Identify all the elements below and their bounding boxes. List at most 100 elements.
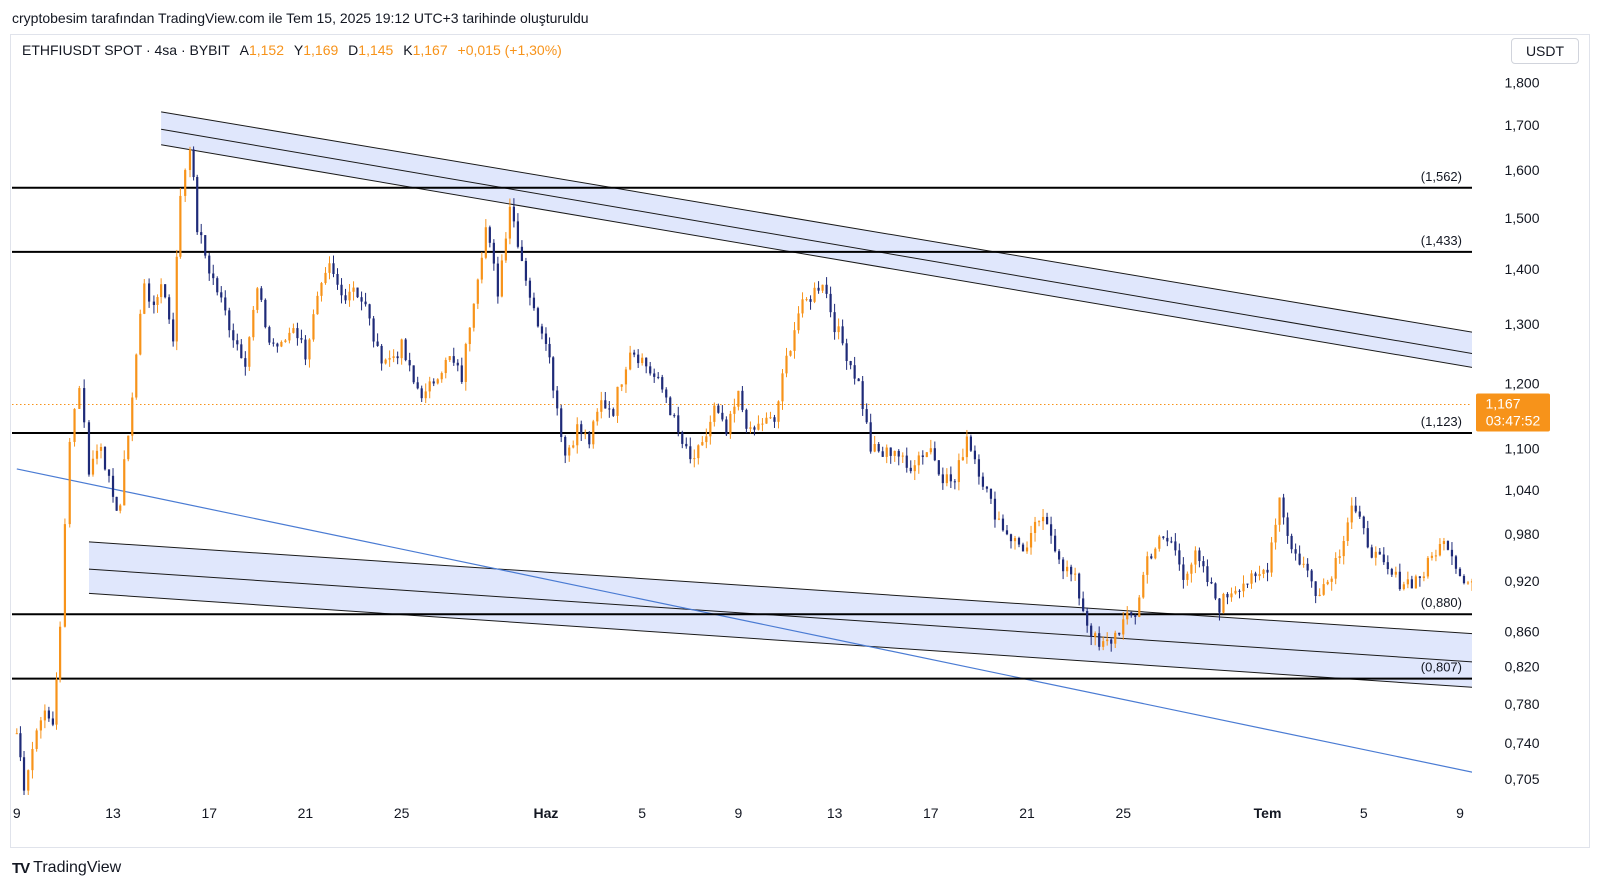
candle-body [1266,569,1269,573]
candle [665,387,668,404]
candle [1214,582,1217,601]
candle-body [164,284,167,298]
candle-body [400,339,403,359]
candle-body [1499,491,1501,511]
candle [336,268,339,290]
candle [103,446,107,471]
candle-body [849,361,852,366]
x-tick-label-3: 21 [298,805,314,821]
x-tick-label-5: Haz [534,805,559,821]
candle-body [777,401,780,422]
x-tick-label-8: 13 [827,805,843,821]
candle-body [933,448,936,461]
candle-body [564,436,567,456]
candle [845,338,848,370]
candle [1362,515,1365,535]
close-value: 1,167 [412,42,448,58]
symbol-legend[interactable]: ETHFIUSDT SPOT · 4sa · BYBIT A1,152 Y1,1… [22,42,562,58]
candle-body [1571,424,1573,435]
candle-body [452,356,455,363]
candle [308,338,311,368]
candle [997,511,1001,521]
candle [1302,556,1305,568]
candle [1370,544,1373,559]
level-label-3: (0,880) [1421,595,1462,610]
candle-body [817,287,820,291]
candle-body [1338,556,1341,558]
candle-body [765,417,768,424]
candle-body [19,733,22,758]
candle [604,391,607,409]
candle [35,728,38,752]
candle [528,277,532,306]
candle [420,385,423,403]
candle-body [637,354,640,364]
candle-body [1126,612,1129,620]
candle [208,252,211,281]
candle-body [1458,568,1462,577]
candle-body [476,279,479,304]
candle [1190,562,1193,583]
candle [444,357,447,379]
candle-body [877,444,880,452]
candle [216,276,219,296]
candle-body [27,770,30,791]
candle-body [432,381,435,384]
candle-body [604,400,607,409]
candle-body [909,467,912,472]
candle-body [1382,554,1385,563]
candle-body [697,445,700,459]
candle-body [1078,573,1081,599]
level-label-2: (1,123) [1421,414,1462,429]
candle [1158,534,1161,552]
candle [657,372,660,380]
candle [1350,497,1353,530]
candle-body [1202,561,1205,567]
candle-body [460,365,463,382]
candle-body [629,352,632,370]
candle-body [785,355,788,374]
candle-body [127,435,130,460]
candle-body [857,378,860,382]
candle-body [1470,581,1472,583]
candle-body [1190,564,1193,574]
candle-body [188,149,192,171]
candle [1575,422,1577,438]
currency-selector[interactable]: USDT [1511,38,1579,64]
candle [745,408,748,434]
candle [552,356,555,399]
candle-body [396,356,399,359]
candle [440,371,443,383]
candle-body [1029,533,1033,548]
candle-body [1114,632,1117,644]
candle [15,728,18,735]
candle-body [552,357,555,391]
candle [568,444,571,462]
candle [1154,547,1157,560]
candle-body [1138,597,1141,617]
candle-body [657,376,660,378]
candle-body [496,263,499,297]
candle [107,469,111,483]
candle [1090,623,1093,646]
candle-body [1406,579,1409,585]
candle [645,357,648,374]
candle [1206,559,1209,587]
tradingview-brand[interactable]: TV TradingView [12,859,121,877]
candle [1298,545,1301,566]
candle-body [1174,541,1177,551]
candle-body [1013,538,1017,542]
candle [480,252,483,284]
candle [825,277,828,299]
candle-body [721,412,724,420]
candle-body [1102,641,1105,647]
candle [51,711,54,727]
candle [488,225,491,248]
candle [348,284,351,307]
candle-body [1314,581,1317,596]
candle-body [115,496,118,511]
candle [1226,592,1229,605]
candle [913,459,916,481]
candle-body [905,455,908,468]
